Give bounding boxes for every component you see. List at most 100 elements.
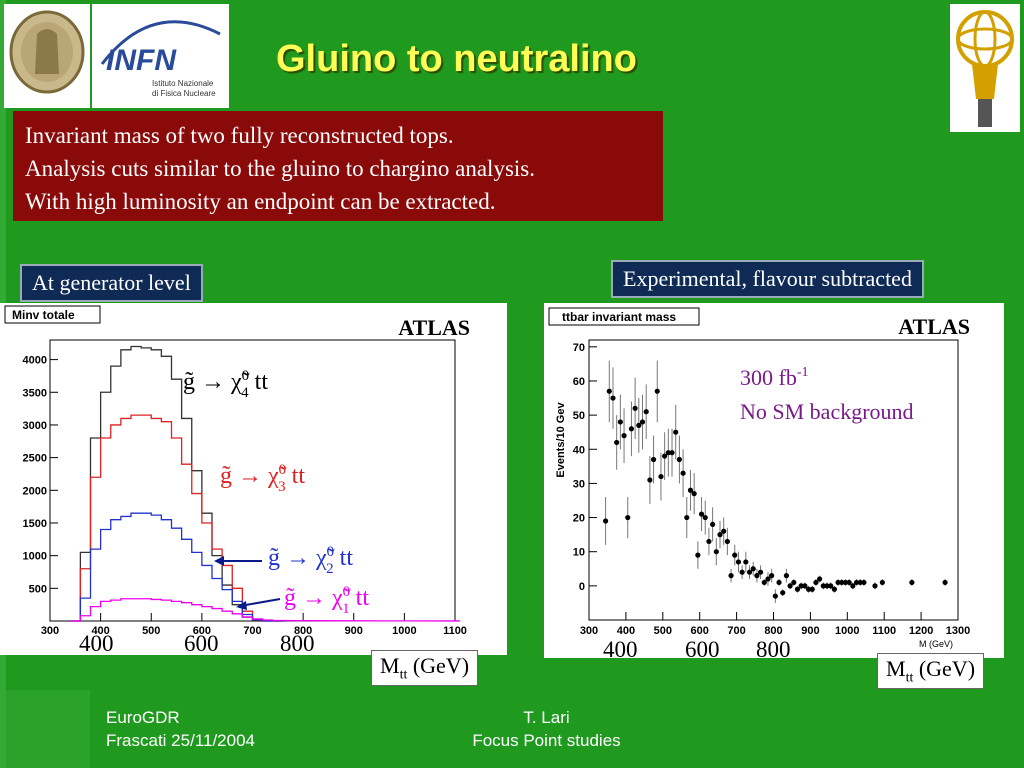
right-xtick-label-6: 900	[801, 625, 819, 637]
summary-line-2: Analysis cuts similar to the gluino to c…	[25, 156, 535, 181]
right-data-point	[698, 511, 705, 517]
right-xtick-label-2: 500	[654, 625, 672, 637]
right-luminosity-annotation: 300 fb-1	[740, 365, 809, 390]
left-ytick-label-6: 3500	[23, 387, 47, 399]
left-series-0-label: g̃ → χ̃0 4 tt	[183, 368, 268, 401]
right-atlas-watermark: ATLAS	[898, 314, 970, 339]
right-data-point	[710, 521, 716, 527]
right-data-point	[610, 395, 616, 401]
right-ytick-label-3: 30	[573, 478, 585, 490]
right-ytick-label-5: 50	[573, 410, 585, 422]
right-mtt-caption: Mtt (GeV)	[877, 653, 985, 690]
right-data-point	[942, 579, 948, 586]
left-xtick-label-8: 1100	[443, 625, 467, 637]
right-data-point	[743, 559, 749, 565]
footer-right: T. Lari Focus Point studies	[459, 706, 634, 752]
right-data-point	[761, 579, 767, 586]
right-data-point	[802, 583, 808, 589]
left-extra-xlabel-400: 400	[79, 631, 114, 656]
right-data-point	[724, 538, 730, 545]
right-data-point	[650, 456, 657, 463]
right-ylabel: Events/10 Gev	[555, 402, 567, 478]
left-series-2-label: g̃ → χ̃0 2 tt	[268, 544, 353, 577]
right-data-point	[853, 579, 860, 586]
right-data-point	[625, 514, 631, 521]
left-mtt-caption: Mtt (GeV)	[371, 650, 479, 687]
right-data-point	[662, 453, 668, 459]
right-data-point	[706, 538, 712, 545]
right-xlabel: M (GeV)	[919, 639, 953, 649]
right-xtick-label-3: 600	[691, 625, 709, 637]
right-data-point	[909, 579, 915, 586]
right-ytick-label-2: 20	[573, 513, 585, 525]
right-data-point	[824, 583, 830, 589]
right-data-point	[835, 579, 841, 586]
right-data-point	[813, 579, 819, 586]
right-data-point	[872, 583, 878, 589]
right-ytick-label-1: 10	[573, 547, 585, 559]
right-data-point	[772, 593, 778, 599]
right-data-point	[606, 388, 612, 394]
right-data-point	[828, 583, 834, 589]
right-data-point	[739, 569, 745, 575]
right-ytick-label-6: 60	[573, 376, 585, 388]
right-data-point	[643, 409, 649, 415]
right-data-point	[817, 576, 823, 582]
footer-date: Frascati 25/11/2004	[106, 731, 255, 750]
right-xtick-label-7: 1000	[835, 625, 859, 637]
left-chart-panel: Minv totale ATLAS 500 1000 1500 2000 2500 3000 3…	[0, 303, 507, 655]
right-data-point	[794, 586, 801, 592]
right-data-point	[750, 566, 756, 572]
generator-level-label: At generator level	[20, 264, 203, 302]
right-data-point	[603, 518, 609, 524]
left-extra-xlabel-800: 800	[280, 631, 315, 656]
right-data-point	[636, 422, 642, 428]
right-data-point	[746, 569, 753, 575]
right-data-point	[780, 590, 786, 596]
right-background-annotation: No SM background	[740, 399, 914, 424]
right-data-point	[673, 429, 679, 435]
right-data-point	[717, 532, 723, 538]
slide-title: Gluino to neutralino	[276, 38, 637, 80]
infn-logo-sub2: di Fisica Nucleare	[152, 89, 216, 98]
right-xtick-label-1: 400	[617, 625, 635, 637]
experimental-scatter-plot: ttbar invariant mass ATLAS 0 10 20 30 40 50 60 70…	[548, 307, 970, 649]
right-xtick-label-8: 1100	[872, 625, 896, 637]
right-data-point	[805, 586, 812, 592]
left-ytick-label-1: 1000	[23, 551, 47, 563]
left-xtick-label-2: 500	[142, 625, 160, 637]
right-xtick-label-10: 1300	[946, 625, 970, 637]
left-xtick-label-0: 300	[41, 625, 59, 637]
infn-logo-text: INFN	[106, 44, 177, 77]
infn-logo-sub1: Istituto Nazionale	[152, 79, 214, 88]
left-series-1-line	[70, 414, 283, 622]
right-data-point	[632, 405, 638, 411]
right-data-point	[721, 528, 727, 534]
right-data-point	[614, 439, 620, 446]
left-extra-xlabel-600: 600	[184, 631, 219, 656]
right-data-point	[691, 491, 697, 497]
right-plot-frame	[588, 339, 959, 621]
left-arrowhead-chi2	[214, 556, 224, 566]
left-ytick-label-5: 3000	[23, 420, 47, 432]
right-extra-xlabel-600: 600	[685, 637, 720, 662]
experimental-label: Experimental, flavour subtracted	[611, 260, 924, 298]
footer-topic: Focus Point studies	[472, 731, 621, 750]
right-data-point	[757, 569, 764, 575]
background-stripe-bottom	[0, 690, 90, 768]
right-data-point	[846, 579, 852, 586]
right-data-point	[713, 549, 719, 555]
right-data-point	[728, 573, 734, 579]
right-ytick-label-7: 70	[573, 342, 585, 354]
left-plot-frame	[49, 339, 456, 622]
right-data-point	[842, 579, 849, 586]
right-data-point	[669, 450, 675, 456]
right-ytick-label-0: 0	[579, 581, 585, 593]
left-ytick-label-2: 1500	[23, 518, 47, 530]
right-data-point	[820, 583, 826, 589]
right-data-point	[695, 552, 701, 558]
left-xtick-label-4: 700	[243, 625, 261, 637]
left-chart-title-box	[4, 305, 101, 324]
right-data-point	[647, 477, 653, 483]
left-xtick-label-6: 900	[345, 625, 363, 637]
